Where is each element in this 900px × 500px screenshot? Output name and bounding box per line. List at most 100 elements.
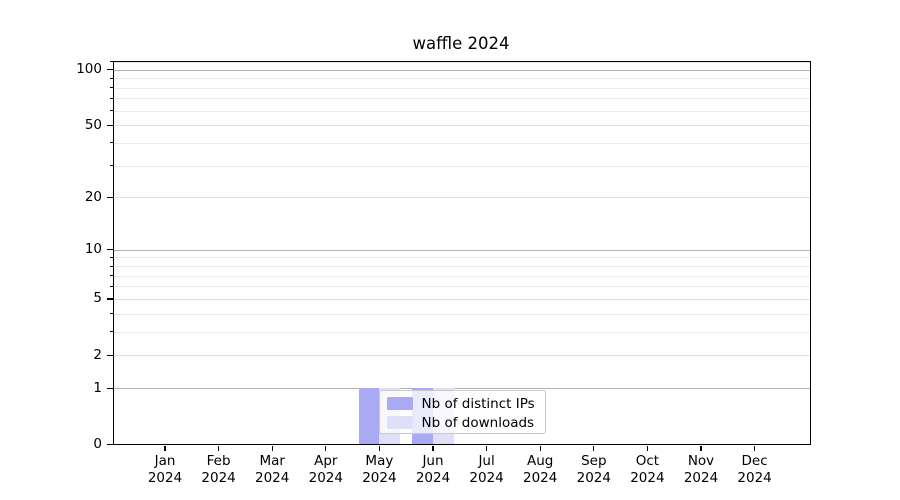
chart-title: waffle 2024 xyxy=(412,34,510,53)
legend-label-distinct-ips: Nb of distinct IPs xyxy=(421,395,535,412)
x-tick-year: 2024 xyxy=(737,469,772,486)
x-tick-year: 2024 xyxy=(147,469,183,486)
x-tick-mark xyxy=(164,445,166,451)
y-tick-label: 100 xyxy=(76,61,102,78)
y-minor-tick-mark xyxy=(109,275,113,277)
x-tick-label: Apr 2024 xyxy=(294,453,358,487)
y-tick-label: 20 xyxy=(84,188,102,205)
y-major-gridline xyxy=(113,355,810,357)
x-tick-month: Mar xyxy=(259,452,285,469)
y-tick-mark xyxy=(107,69,113,71)
x-tick-label: Oct 2024 xyxy=(615,453,679,487)
y-tick-mark xyxy=(107,124,113,126)
x-tick-mark xyxy=(754,445,756,451)
x-tick-mark xyxy=(271,445,273,451)
x-tick-label: Jun 2024 xyxy=(401,453,465,487)
y-minor-gridline xyxy=(113,266,810,268)
plot-area xyxy=(112,60,811,445)
legend-item-distinct-ips: Nb of distinct IPs xyxy=(386,395,539,413)
bar-distinct-ips-may xyxy=(358,388,380,445)
y-tick-label: 5 xyxy=(93,290,102,307)
x-tick-mark xyxy=(432,445,434,451)
x-tick-month: Feb xyxy=(206,452,231,469)
x-tick-year: 2024 xyxy=(576,469,611,486)
x-tick-year: 2024 xyxy=(683,469,719,486)
y-minor-gridline xyxy=(113,313,810,315)
x-tick-mark xyxy=(378,445,381,451)
y-minor-gridline xyxy=(113,78,810,80)
y-minor-tick-mark xyxy=(109,142,113,144)
y-tick-label: 50 xyxy=(84,116,102,133)
x-tick-year: 2024 xyxy=(523,469,558,486)
x-tick-label: Feb 2024 xyxy=(187,453,251,487)
x-tick-mark xyxy=(539,445,541,451)
y-minor-tick-mark xyxy=(109,265,113,267)
x-tick-month: Jan xyxy=(154,452,176,469)
y-minor-tick-mark xyxy=(109,110,113,112)
y-tick-mark xyxy=(107,298,113,300)
x-tick-label: Aug 2024 xyxy=(508,453,572,487)
y-minor-gridline xyxy=(113,142,810,144)
x-tick-label: May 2024 xyxy=(347,453,411,487)
x-tick-mark xyxy=(486,445,488,451)
y-major-gridline xyxy=(113,388,810,390)
y-tick-label: 1 xyxy=(93,379,102,396)
x-tick-label: Sep 2024 xyxy=(562,453,626,487)
x-tick-year: 2024 xyxy=(469,469,504,486)
x-tick-label: Dec 2024 xyxy=(723,453,787,487)
y-minor-gridline xyxy=(113,87,810,89)
x-tick-label: Jul 2024 xyxy=(455,453,519,487)
y-minor-gridline xyxy=(113,286,810,288)
y-tick-label: 10 xyxy=(84,241,102,258)
x-tick-month: Sep xyxy=(581,452,607,469)
x-tick-label: Nov 2024 xyxy=(669,453,733,487)
x-tick-month: Dec xyxy=(741,452,768,469)
y-minor-gridline xyxy=(113,61,810,63)
x-tick-month: Oct xyxy=(635,452,660,469)
x-tick-month: Apr xyxy=(314,452,338,469)
y-major-gridline xyxy=(113,249,810,251)
x-tick-year: 2024 xyxy=(255,469,290,486)
y-major-gridline xyxy=(113,125,810,127)
y-minor-tick-mark xyxy=(109,61,113,63)
x-tick-label: Mar 2024 xyxy=(240,453,304,487)
y-minor-gridline xyxy=(113,257,810,259)
x-tick-label: Jan 2024 xyxy=(133,453,197,487)
x-tick-month: May xyxy=(365,452,394,469)
legend-item-downloads: Nb of downloads xyxy=(386,414,539,432)
y-tick-mark xyxy=(107,443,113,446)
y-tick-mark xyxy=(107,354,113,356)
y-minor-tick-mark xyxy=(109,331,113,333)
y-minor-tick-mark xyxy=(109,313,113,315)
x-tick-mark xyxy=(218,445,220,451)
y-tick-mark xyxy=(107,196,113,198)
y-major-gridline xyxy=(113,298,810,300)
y-tick-label: 2 xyxy=(93,346,102,363)
y-tick-label: 0 xyxy=(93,436,102,452)
x-tick-mark xyxy=(325,445,327,451)
x-tick-mark xyxy=(700,445,702,451)
y-minor-tick-mark xyxy=(109,87,113,89)
y-minor-tick-mark xyxy=(109,165,113,167)
x-tick-month: Jun xyxy=(422,452,444,469)
y-tick-mark xyxy=(107,387,113,389)
x-tick-month: Aug xyxy=(527,452,554,469)
y-minor-gridline xyxy=(113,110,810,112)
legend-label-downloads: Nb of downloads xyxy=(421,414,535,431)
x-tick-year: 2024 xyxy=(630,469,665,486)
legend-swatch-distinct-ips xyxy=(386,396,413,411)
x-tick-year: 2024 xyxy=(415,469,451,486)
legend: Nb of distinct IPs Nb of downloads xyxy=(378,389,546,434)
y-minor-gridline xyxy=(113,98,810,100)
y-minor-gridline xyxy=(113,275,810,277)
x-tick-month: Jul xyxy=(478,452,495,469)
y-minor-tick-mark xyxy=(109,77,113,79)
y-minor-gridline xyxy=(113,165,810,167)
y-tick-mark xyxy=(107,249,113,251)
x-tick-year: 2024 xyxy=(201,469,236,486)
y-minor-tick-mark xyxy=(109,97,113,99)
y-minor-tick-mark xyxy=(109,256,113,258)
y-major-gridline xyxy=(113,69,810,71)
x-tick-mark xyxy=(593,445,595,451)
